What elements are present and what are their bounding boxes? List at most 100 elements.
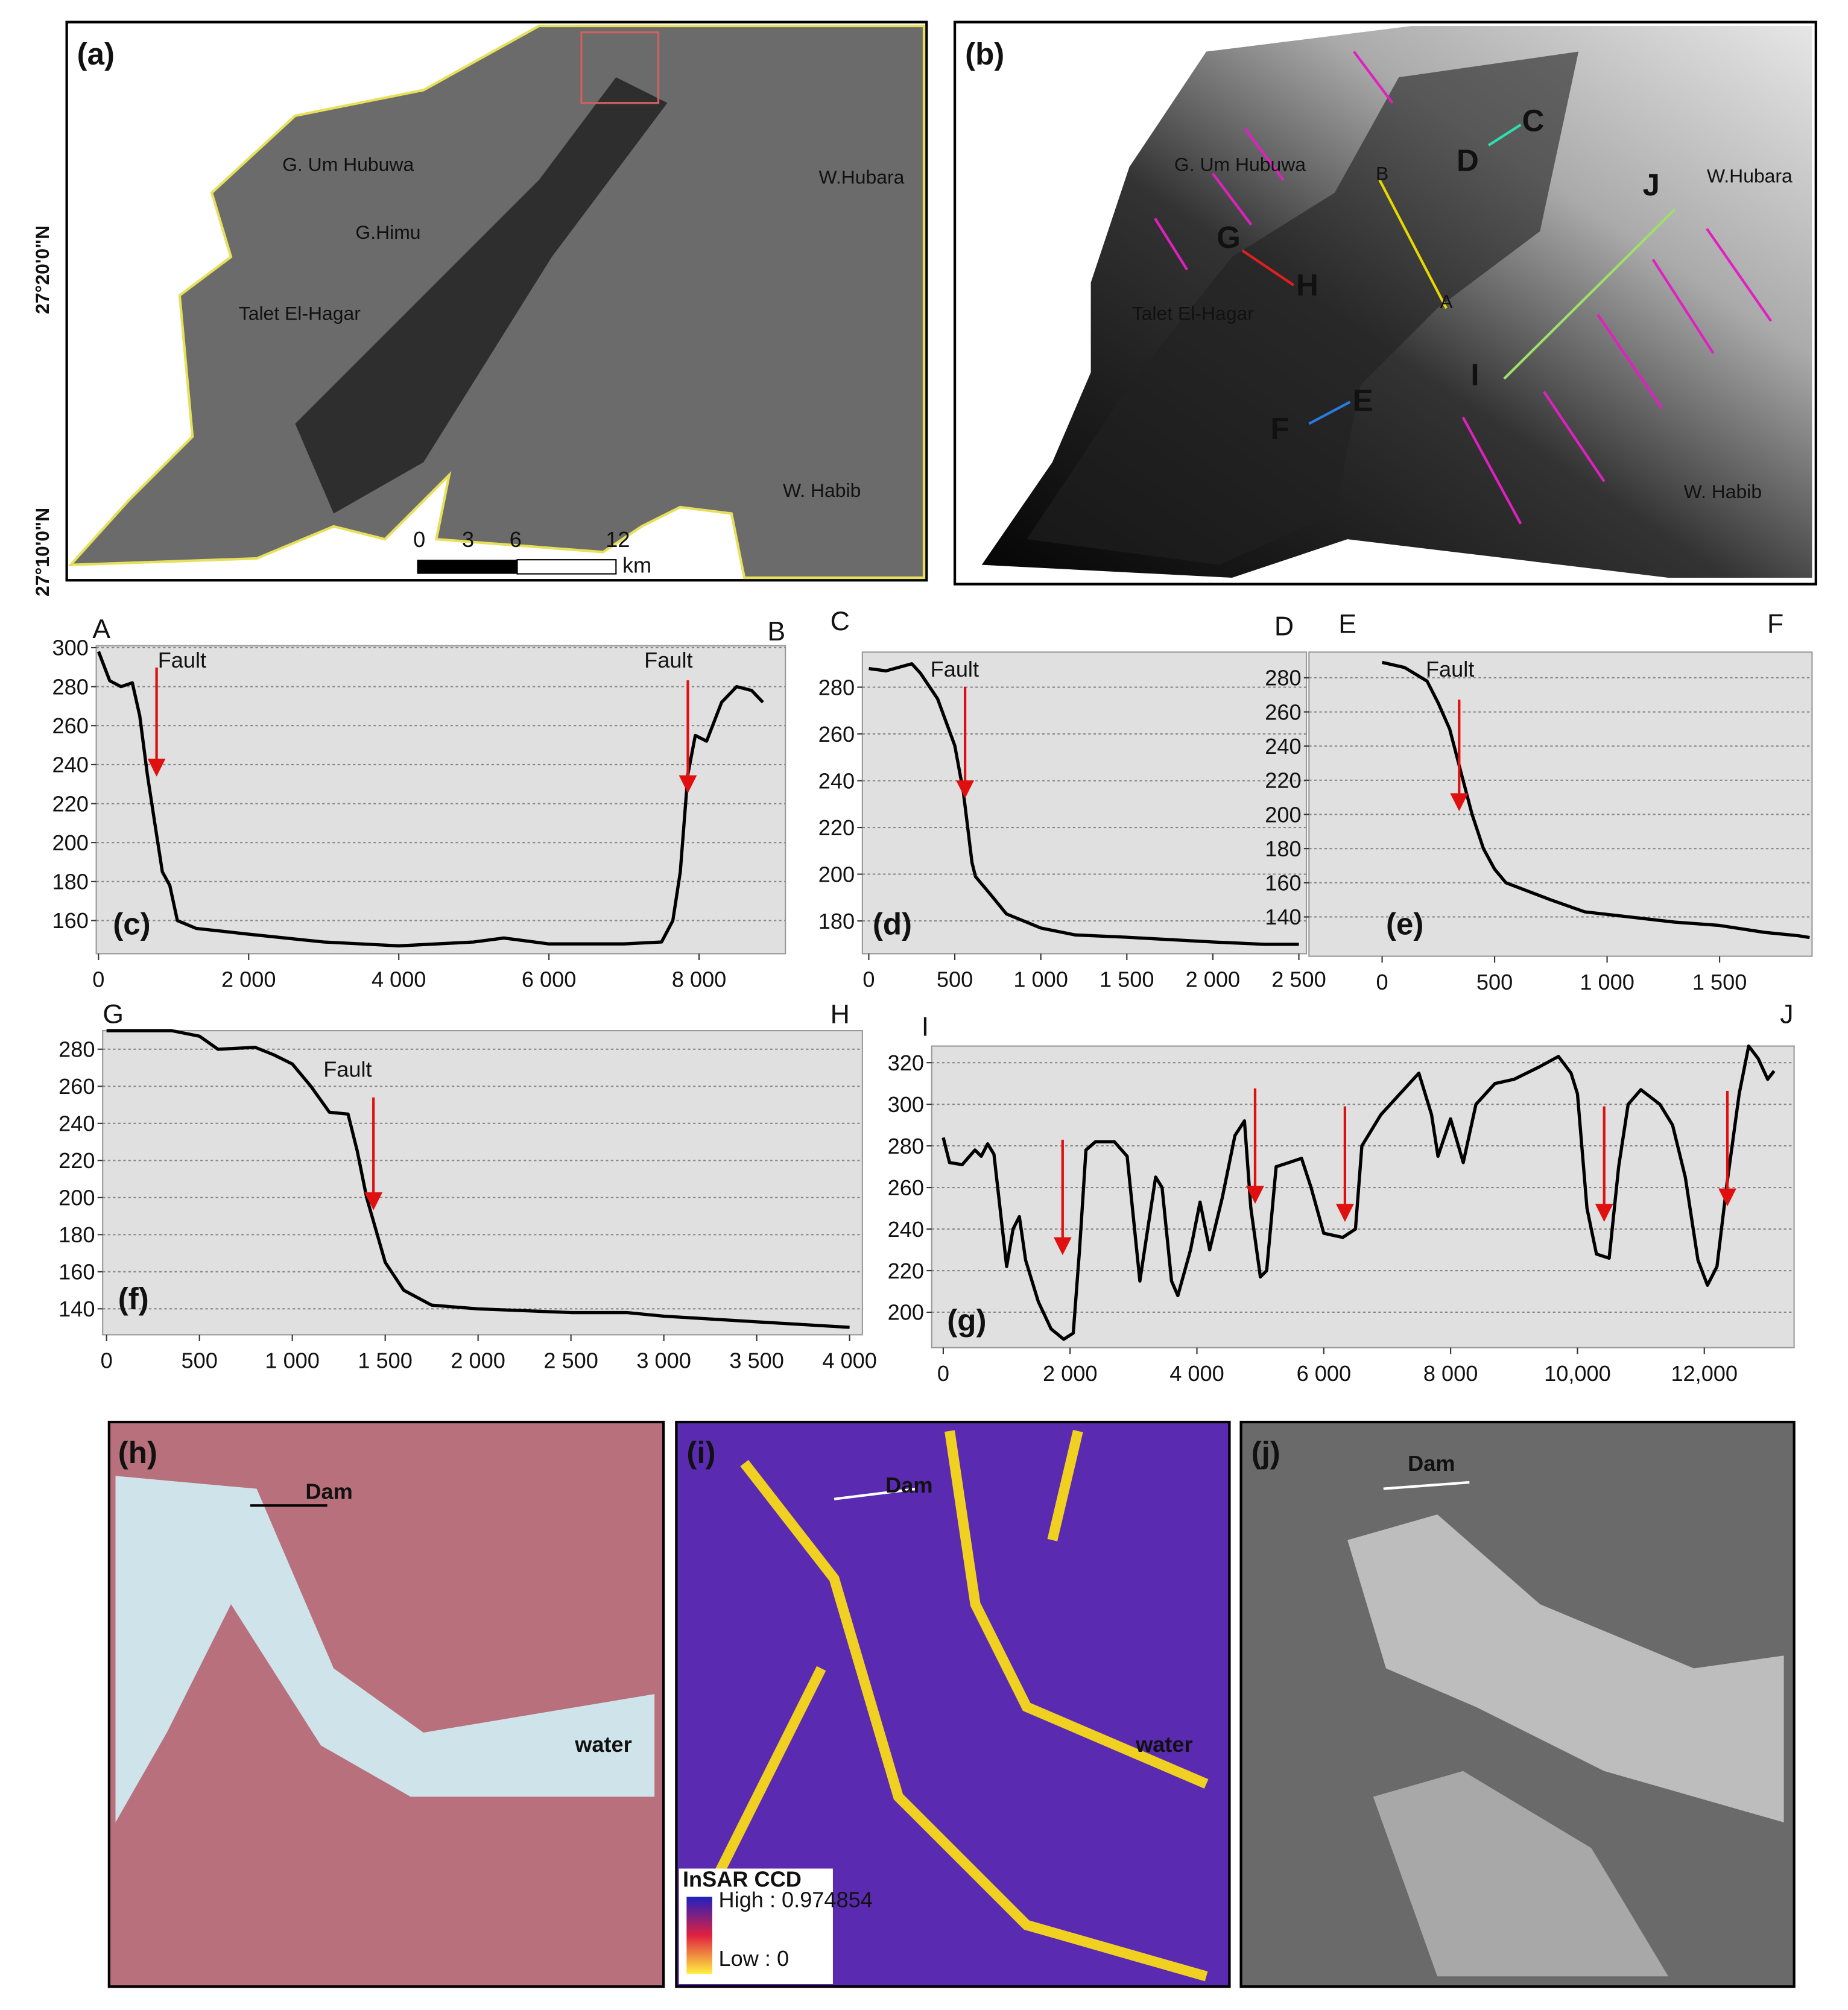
y-tick-label: 200 — [1265, 802, 1301, 827]
x-tick-label: 8 000 — [1423, 1361, 1478, 1386]
legend-ramp — [686, 1897, 712, 1974]
inset-box — [580, 31, 660, 104]
dark-wadi — [295, 77, 668, 514]
scale-tick: 3 — [462, 527, 474, 552]
x-tick-label: 1 000 — [1013, 967, 1068, 992]
x-tick-label: 0 — [937, 1361, 949, 1386]
y-tick-label: 140 — [1265, 905, 1301, 929]
profile-end: C — [831, 607, 850, 636]
x-tick-label: 1 000 — [1580, 970, 1634, 994]
profile-end: B — [1376, 162, 1388, 184]
profile-line — [1488, 124, 1522, 147]
x-tick-label: 0 — [92, 967, 104, 992]
legend-label: Low : 0 — [719, 1946, 790, 1971]
profile-end: E — [1338, 609, 1356, 639]
arrows — [1154, 51, 1773, 525]
profile-line — [869, 662, 1299, 946]
river — [115, 1476, 655, 1822]
y-tick-label: 280 — [1265, 666, 1301, 691]
y-tick-label: 220 — [818, 815, 855, 840]
profile-end: A — [92, 615, 110, 644]
fault-arrow-head — [1053, 1237, 1072, 1256]
y-tick-label: 300 — [52, 636, 88, 660]
panel-label: (g) — [947, 1303, 986, 1338]
x-tick-label: 1 500 — [1692, 970, 1747, 994]
profile-end: C — [1522, 103, 1545, 137]
panel-label: (c) — [113, 906, 150, 941]
scale-tick: 0 — [413, 527, 425, 552]
y-tick-label: 240 — [59, 1111, 95, 1136]
place: W.Hubara — [819, 166, 905, 188]
y-tick-label: 180 — [59, 1222, 95, 1247]
annotation: Dam — [1408, 1451, 1455, 1476]
y-tick-label: 280 — [888, 1134, 924, 1158]
y-tick-label: 260 — [888, 1175, 924, 1200]
x-tick-label: 4 000 — [372, 967, 426, 992]
panel-b: (b) G. Um Hubuwa Talet El-Hagar W.Hubara… — [953, 21, 1817, 586]
x-tick-label: 8 000 — [672, 967, 726, 992]
plot-area — [861, 651, 1308, 955]
y-tick-label: 280 — [59, 1037, 95, 1062]
y-tick-label: 240 — [52, 753, 88, 777]
arrow — [834, 1487, 918, 1500]
fault-arrow-head — [1450, 793, 1469, 812]
place: W. Habib — [1684, 481, 1762, 502]
profile-line — [1241, 249, 1294, 286]
place: G.Himu — [355, 221, 420, 243]
annotation: Fault — [158, 648, 206, 672]
y-tick-label: 260 — [1265, 700, 1301, 724]
annotation: Dam — [305, 1479, 352, 1504]
scale-unit: km — [622, 552, 651, 577]
panel-h: (h) Dam water — [107, 1420, 665, 1988]
dark-basin — [1027, 51, 1579, 565]
x-tick-label: 500 — [937, 967, 973, 992]
panel-label: (e) — [1386, 906, 1423, 941]
profile-line — [941, 1044, 1776, 1341]
scale-bar — [417, 560, 517, 574]
x-tick-label: 6 000 — [522, 967, 576, 992]
place: Talet El-Hagar — [1132, 302, 1255, 324]
profile-line — [1503, 208, 1676, 380]
latitude-label: 27°10'0"N — [31, 508, 53, 596]
annotation: Fault — [644, 648, 692, 672]
profile-end: D — [1274, 612, 1294, 642]
profile-line — [1308, 400, 1351, 425]
y-tick-label: 180 — [52, 870, 88, 894]
place: G. Um Hubuwa — [282, 153, 414, 175]
latitude-label: 27°20'0"N — [31, 226, 53, 314]
x-tick-label: 4 000 — [822, 1348, 876, 1373]
y-tick-label: 240 — [1265, 734, 1301, 759]
x-tick-label: 1 500 — [358, 1348, 412, 1373]
fault-arrow-head — [956, 780, 974, 798]
panel-label: (f) — [118, 1282, 149, 1316]
y-tick-label: 260 — [818, 722, 855, 747]
fault-arrow-head — [364, 1192, 383, 1210]
profile-end: I — [1470, 358, 1479, 392]
y-tick-label: 180 — [818, 909, 855, 934]
y-tick-label: 220 — [52, 791, 88, 816]
y-tick-label: 180 — [1265, 836, 1301, 861]
profile-end: D — [1457, 143, 1479, 177]
panel-a: (a) G. Um Hubuwa G.Himu Talet El-Hagar W… — [31, 21, 928, 596]
y-tick-label: 140 — [59, 1297, 95, 1321]
profile-end: J — [1780, 999, 1793, 1029]
profile-line — [1378, 179, 1448, 309]
y-tick-label: 220 — [1265, 768, 1301, 793]
x-tick-label: 2 000 — [1043, 1361, 1097, 1386]
x-tick-label: 2 500 — [1271, 967, 1326, 992]
profile-end: G — [103, 999, 124, 1029]
scale-tick: 6 — [510, 527, 522, 552]
x-tick-label: 1 000 — [265, 1348, 319, 1373]
annotation: Dam — [885, 1473, 932, 1497]
panel-label: (j) — [1252, 1435, 1280, 1470]
y-tick-label: 260 — [52, 713, 88, 738]
x-tick-label: 6 000 — [1297, 1361, 1351, 1386]
panel-label: (d) — [873, 906, 912, 941]
profile-line — [1382, 660, 1810, 940]
annotation: water — [574, 1732, 631, 1757]
x-tick-label: 4 000 — [1169, 1361, 1224, 1386]
profile-end: J — [1643, 168, 1660, 202]
profile-end: I — [922, 1013, 929, 1042]
panel-label: (a) — [77, 37, 115, 71]
